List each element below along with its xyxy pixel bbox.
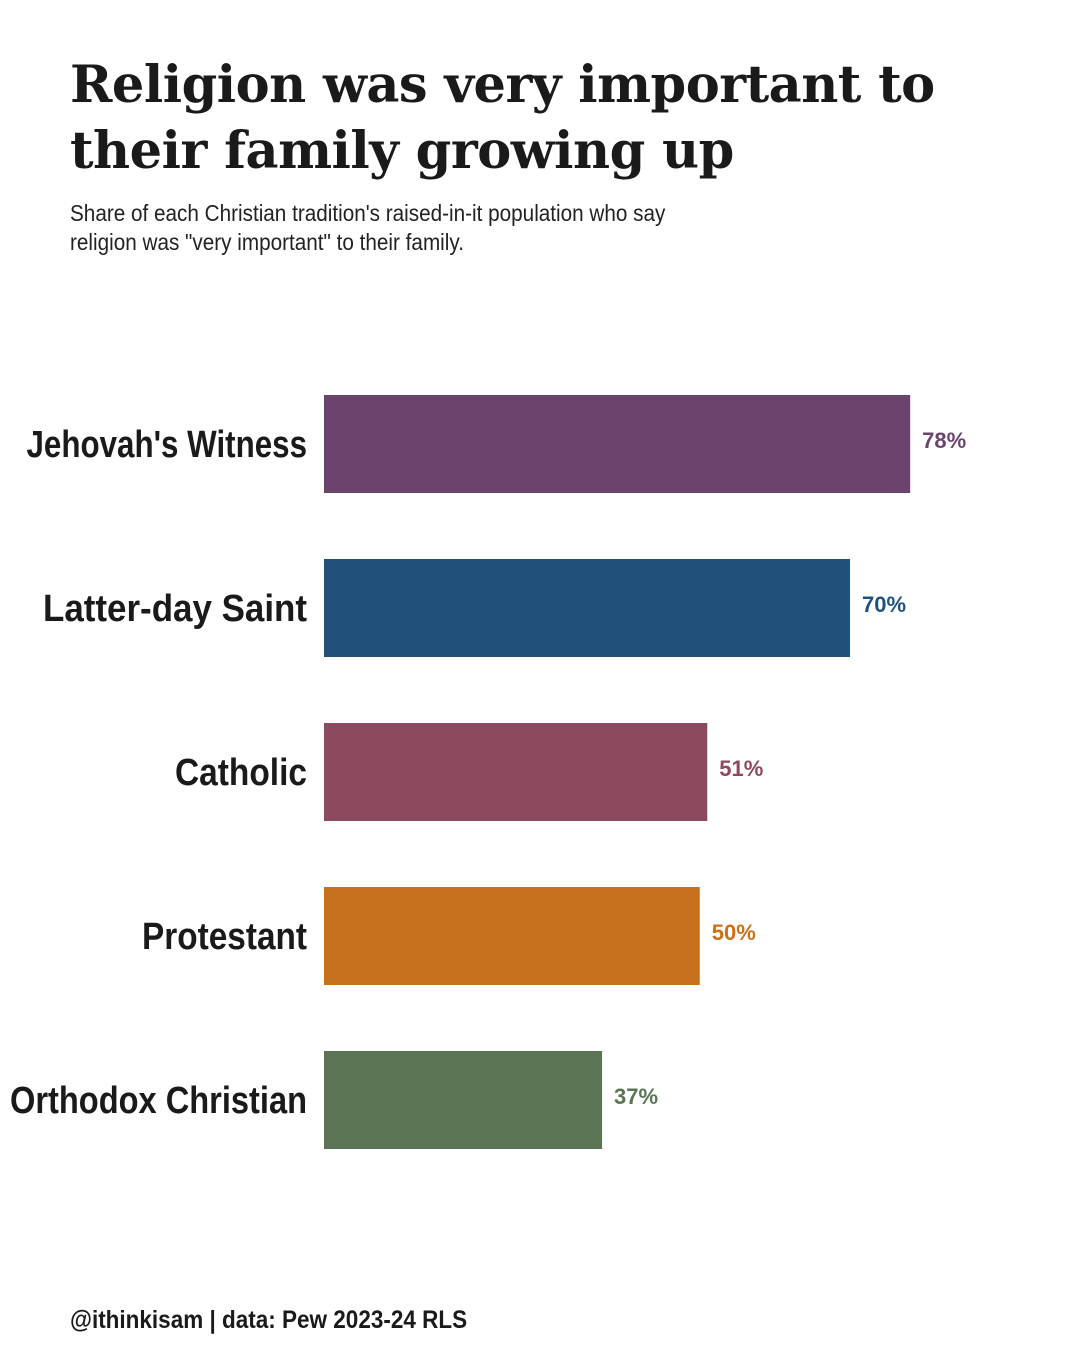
category-label-3: Protestant xyxy=(142,916,307,958)
chart-subtitle: Share of each Christian tradition's rais… xyxy=(70,200,666,255)
category-label-1: Latter-day Saint xyxy=(43,588,307,630)
category-label-4: Orthodox Christian xyxy=(10,1080,307,1122)
bar-1 xyxy=(324,559,851,657)
bar-0 xyxy=(324,395,911,493)
bar-2 xyxy=(324,723,708,821)
value-label-1: 70% xyxy=(862,592,906,617)
value-label-2: 51% xyxy=(719,756,763,781)
value-label-3: 50% xyxy=(712,920,756,945)
value-label-0: 78% xyxy=(922,428,966,453)
category-label-0: Jehovah's Witness xyxy=(27,424,308,466)
chart-title: Religion was very important to their fam… xyxy=(70,55,935,181)
bar-4 xyxy=(324,1051,603,1149)
source-caption: @ithinkisam | data: Pew 2023-24 RLS xyxy=(70,1306,468,1334)
value-label-4: 37% xyxy=(614,1084,658,1109)
category-label-2: Catholic xyxy=(175,752,307,794)
bar-3 xyxy=(324,887,700,985)
